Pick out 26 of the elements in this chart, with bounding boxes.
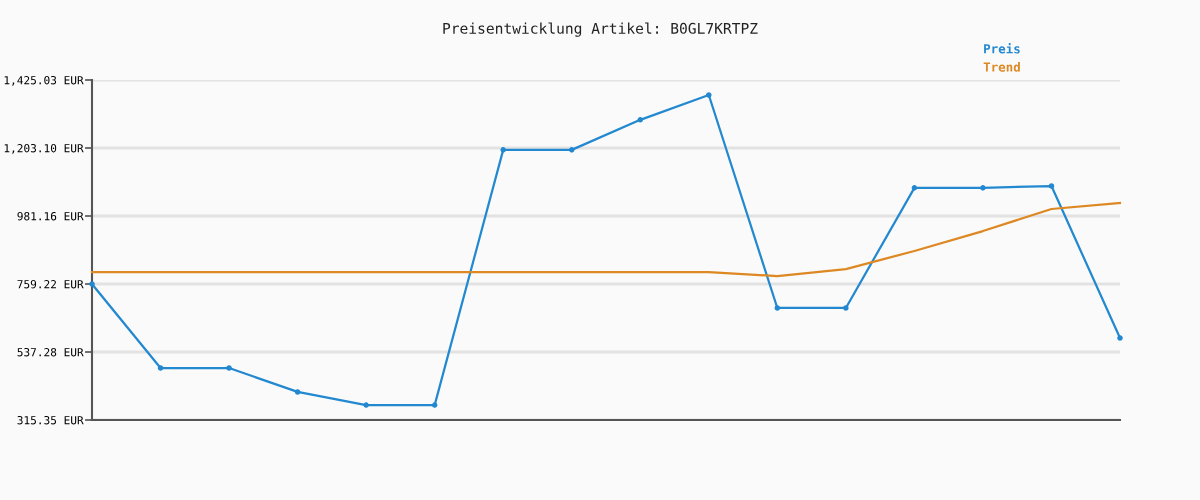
line-series bbox=[90, 201, 1122, 278]
point bbox=[1048, 183, 1055, 189]
point bbox=[1117, 335, 1123, 341]
y-tick-label: 537.28 EUR bbox=[17, 348, 84, 357]
point bbox=[431, 402, 438, 408]
chart-title: Preisentwicklung Artikel: B0GL7KRTPZ bbox=[443, 22, 758, 37]
text: Trend bbox=[983, 62, 1020, 72]
point bbox=[568, 147, 575, 153]
text: Preis bbox=[984, 43, 1020, 54]
y-tick-label: 1,203.10 EUR bbox=[4, 144, 84, 154]
point bbox=[706, 92, 712, 98]
y-tick-label: 759.22 EUR bbox=[17, 280, 84, 289]
y-tick-label: 1,425.03 EUR bbox=[4, 76, 84, 86]
point bbox=[637, 117, 644, 123]
point bbox=[157, 365, 164, 371]
point bbox=[980, 185, 986, 191]
point bbox=[363, 402, 369, 408]
point bbox=[294, 389, 301, 395]
point bbox=[843, 305, 849, 311]
point bbox=[226, 365, 232, 371]
y-tick-label: 981.16 EUR bbox=[17, 212, 84, 221]
point bbox=[774, 305, 781, 311]
point bbox=[500, 147, 506, 153]
point bbox=[911, 185, 918, 191]
point bbox=[89, 281, 95, 287]
y-tick-label: 315.35 EUR bbox=[17, 416, 84, 425]
